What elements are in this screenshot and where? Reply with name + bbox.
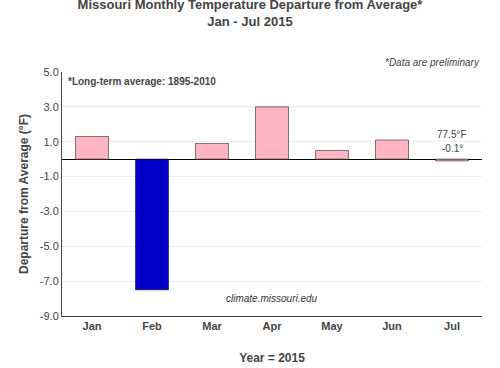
svg-text:-7.0: -7.0 <box>40 275 59 287</box>
svg-text:Jan: Jan <box>83 320 102 332</box>
svg-text:5.0: 5.0 <box>44 66 59 78</box>
svg-text:Jun: Jun <box>382 320 402 332</box>
svg-text:77.5°F: 77.5°F <box>437 129 467 140</box>
svg-text:Missouri Monthly Temperature D: Missouri Monthly Temperature Departure f… <box>78 0 424 29</box>
svg-text:1.0: 1.0 <box>44 136 59 148</box>
svg-text:climate.missouri.edu: climate.missouri.edu <box>226 293 318 304</box>
svg-text:Feb: Feb <box>142 320 162 332</box>
svg-text:-0.1°: -0.1° <box>442 143 463 154</box>
svg-text:-1.0: -1.0 <box>40 170 59 182</box>
svg-text:-9.0: -9.0 <box>40 310 59 322</box>
svg-text:Jul: Jul <box>444 320 460 332</box>
svg-text:*Data are preliminary: *Data are preliminary <box>385 57 480 68</box>
svg-text:-3.0: -3.0 <box>40 205 59 217</box>
svg-text:3.0: 3.0 <box>44 101 59 113</box>
svg-text:Apr: Apr <box>263 320 283 332</box>
svg-text:May: May <box>321 320 343 332</box>
svg-text:Mar: Mar <box>202 320 222 332</box>
svg-text:-5.0: -5.0 <box>40 240 59 252</box>
svg-text:Year = 2015: Year = 2015 <box>239 351 305 365</box>
svg-text:*Long-term average: 1895-2010: *Long-term average: 1895-2010 <box>68 76 216 87</box>
svg-text:Departure from Average (°F): Departure from Average (°F) <box>17 114 31 274</box>
